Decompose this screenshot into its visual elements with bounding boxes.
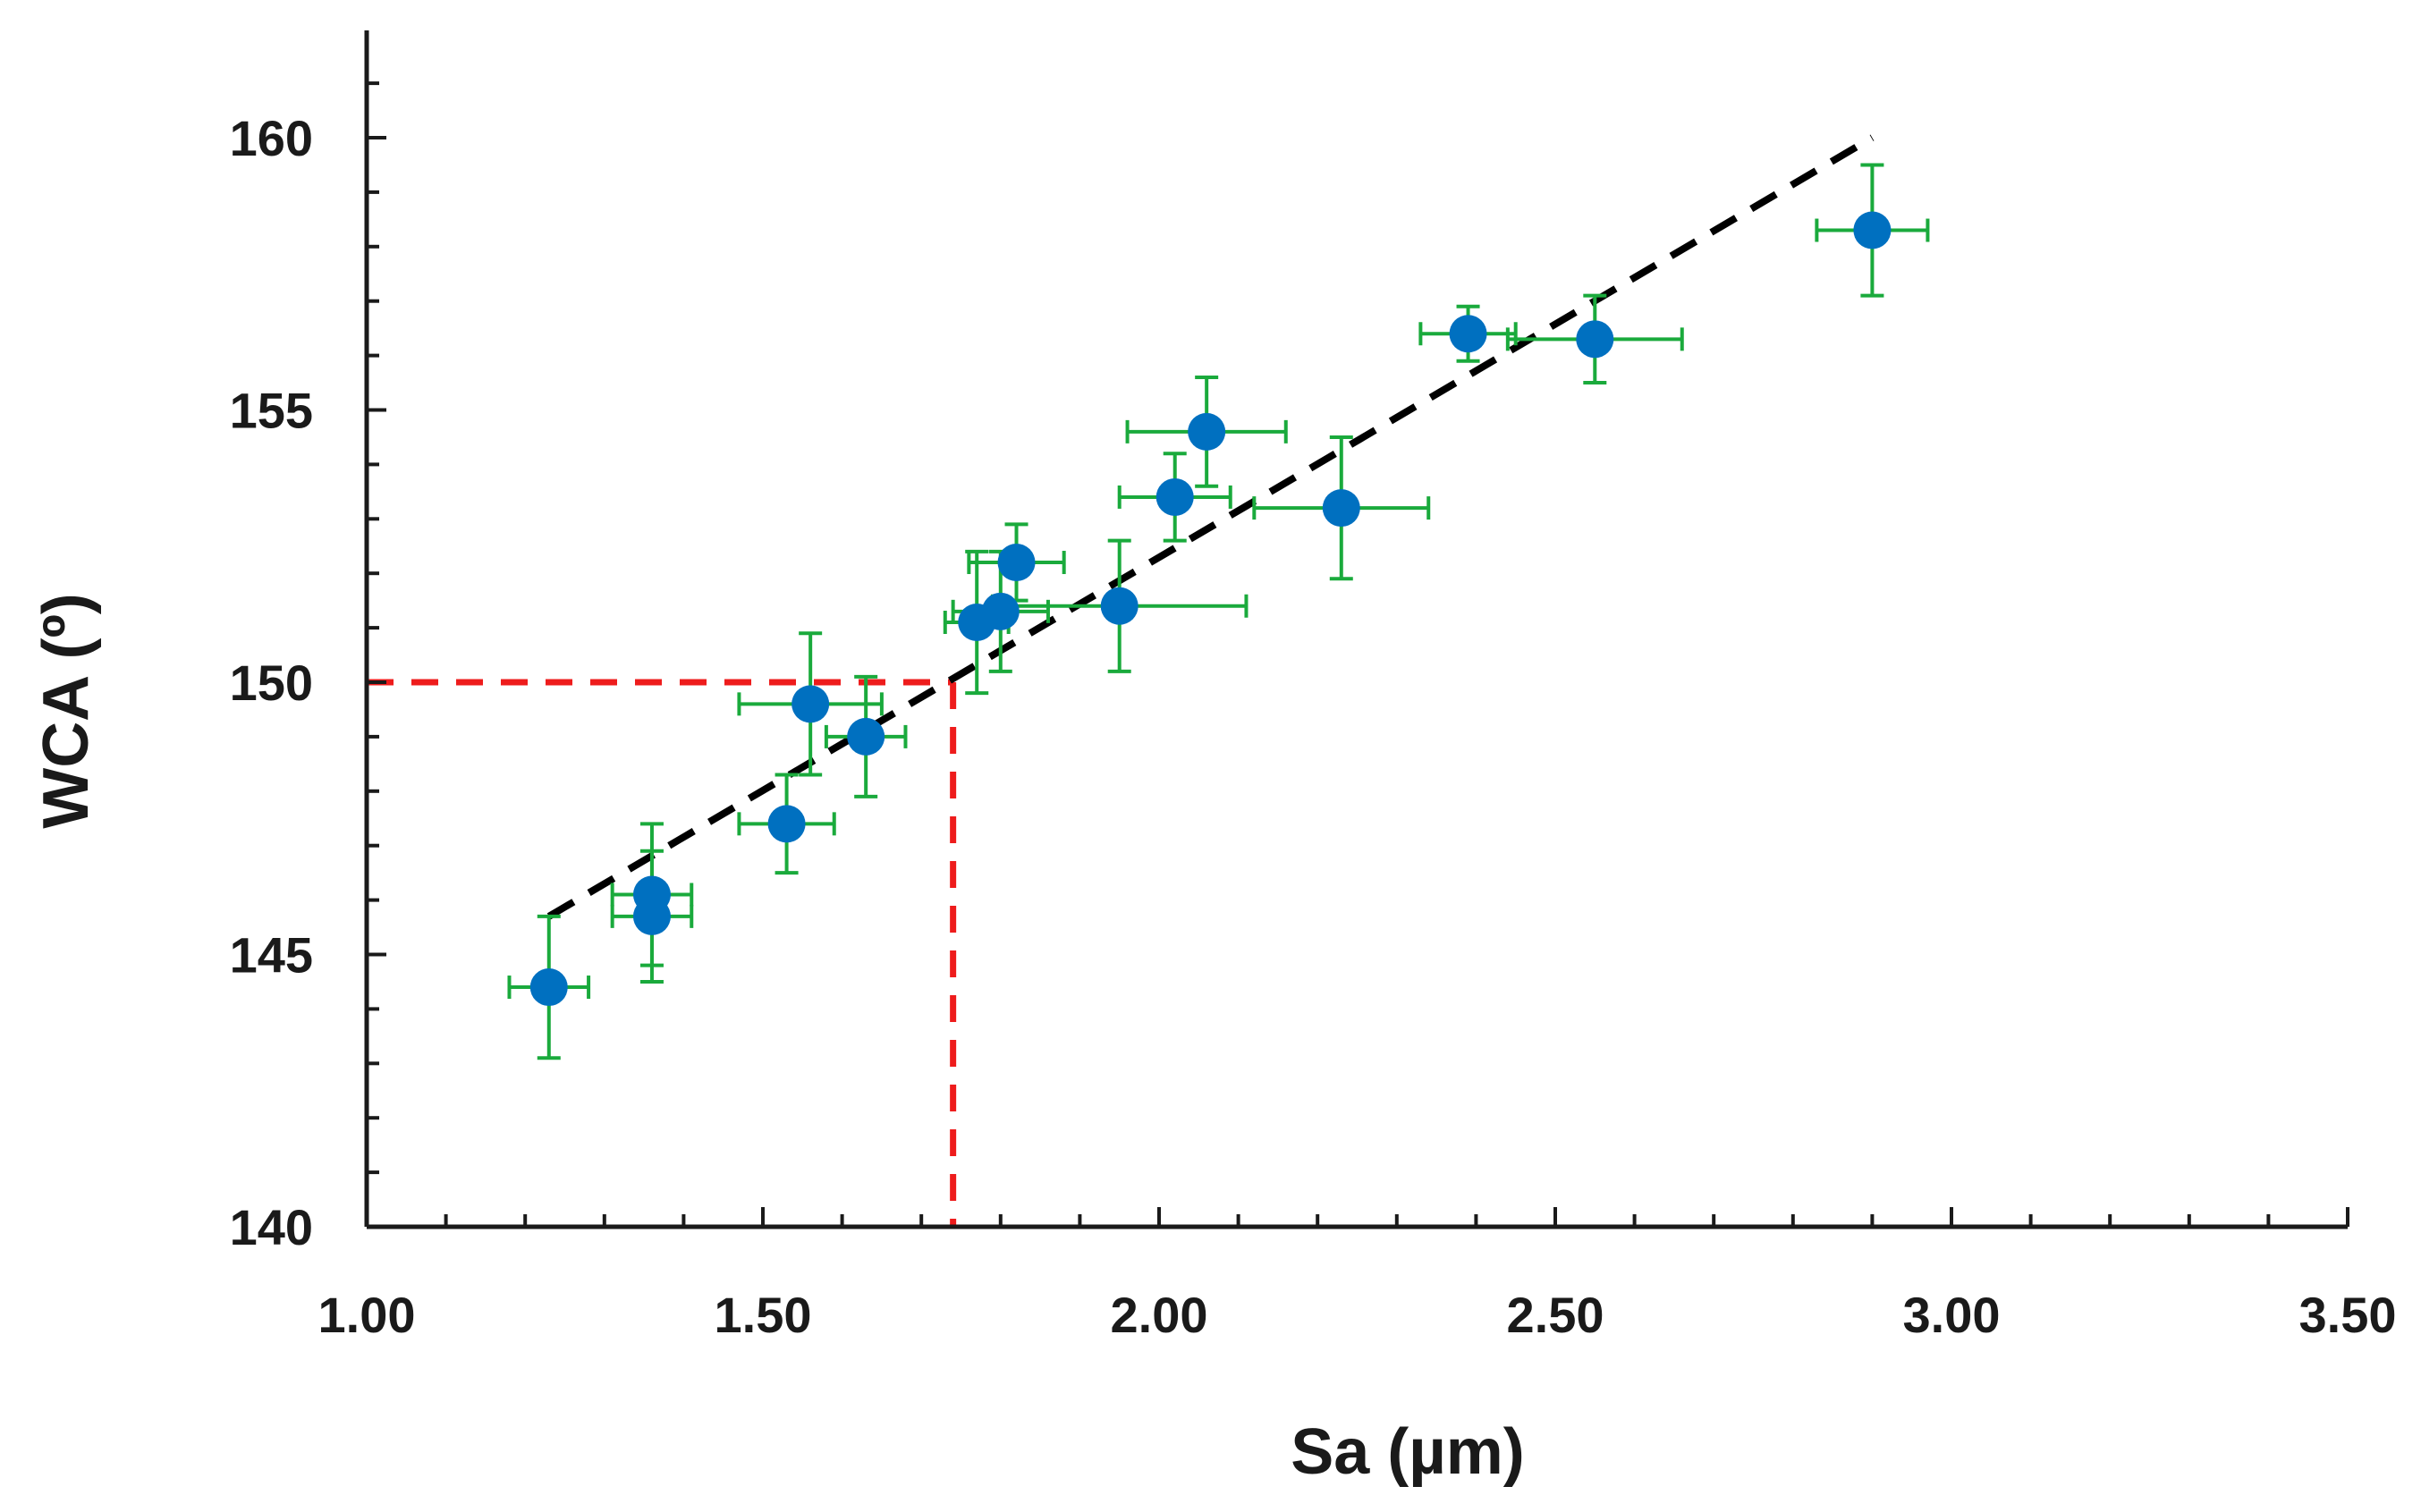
data-point [847, 717, 885, 756]
data-point [632, 897, 671, 935]
x-axis-title: Sa (µm) [1291, 1416, 1525, 1488]
axes [364, 30, 2349, 1229]
data-point [529, 968, 568, 1007]
x-tick-label: 1.00 [318, 1287, 416, 1343]
data-point [997, 544, 1036, 582]
data-point [767, 805, 806, 843]
data-point [1155, 477, 1194, 516]
data-point [1100, 587, 1139, 625]
threshold-lines [367, 679, 957, 1227]
data-point [1188, 412, 1226, 451]
data-point [1853, 211, 1892, 249]
y-tick-label: 145 [230, 927, 313, 984]
y-tick-label: 155 [230, 383, 313, 439]
y-tick-label: 150 [230, 655, 313, 711]
trendline-layer [546, 134, 1875, 920]
data-point [1449, 315, 1487, 353]
data-point [1322, 489, 1360, 528]
data-point [791, 685, 830, 723]
data-point [1576, 320, 1614, 359]
tick-labels: 140 145 150 155 160 1.00 1.50 2.00 2.50 3.00 3.50 [230, 110, 2397, 1343]
y-axis-title: WCA (º) [30, 593, 102, 829]
x-tick-label: 1.50 [715, 1287, 812, 1343]
x-tick-label: 3.50 [2299, 1287, 2397, 1343]
error-bars [507, 163, 1930, 1060]
data-point [981, 592, 1020, 630]
x-tick-label: 2.00 [1111, 1287, 1208, 1343]
x-tick-label: 2.50 [1507, 1287, 1604, 1343]
x-tick-label: 3.00 [1903, 1287, 2001, 1343]
y-tick-label: 140 [230, 1199, 313, 1255]
trendline [546, 134, 1875, 920]
data-points [529, 211, 1892, 1007]
y-tick-label: 160 [230, 110, 313, 166]
